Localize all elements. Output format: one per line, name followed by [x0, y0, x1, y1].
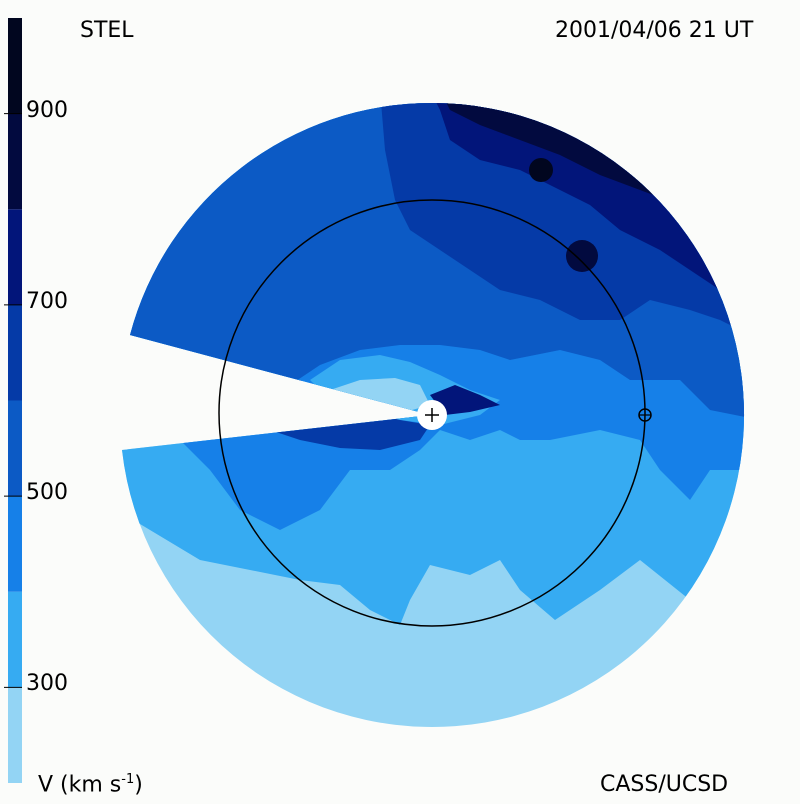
colorbar-tick-label: 300: [26, 671, 68, 697]
units-close: ): [134, 772, 143, 798]
timestamp-label: 2001/04/06 21 UT: [555, 18, 754, 43]
units-label-text: V (km s: [38, 772, 122, 798]
colorbar-tick-label: 900: [26, 97, 68, 123]
units-label: V (km s-1): [38, 772, 143, 797]
instrument-label: STEL: [80, 18, 134, 43]
contour-swirl-2: [430, 385, 500, 415]
colorbar-segment: [8, 18, 22, 114]
contour-peak-1: [529, 158, 553, 182]
colorbar-segment: [8, 209, 22, 305]
colorbar-segment: [8, 496, 22, 592]
colorbar-tick-label: 700: [26, 288, 68, 314]
colorbar-segment: [8, 400, 22, 497]
sun-marker: [417, 400, 447, 430]
colorbar-segment: [8, 687, 22, 783]
colorbar-segment: [8, 113, 22, 210]
units-exponent: -1: [121, 772, 135, 787]
earth-orbit-circle: [218, 199, 646, 627]
colorbar-tick-label: 500: [26, 480, 68, 506]
colorbar-segment: [8, 591, 22, 688]
contour-peak-2: [566, 240, 598, 272]
colorbar: [4, 18, 22, 783]
earth-marker: [638, 408, 652, 422]
credit-label: CASS/UCSD: [600, 772, 729, 797]
colorbar-segment: [8, 304, 22, 401]
